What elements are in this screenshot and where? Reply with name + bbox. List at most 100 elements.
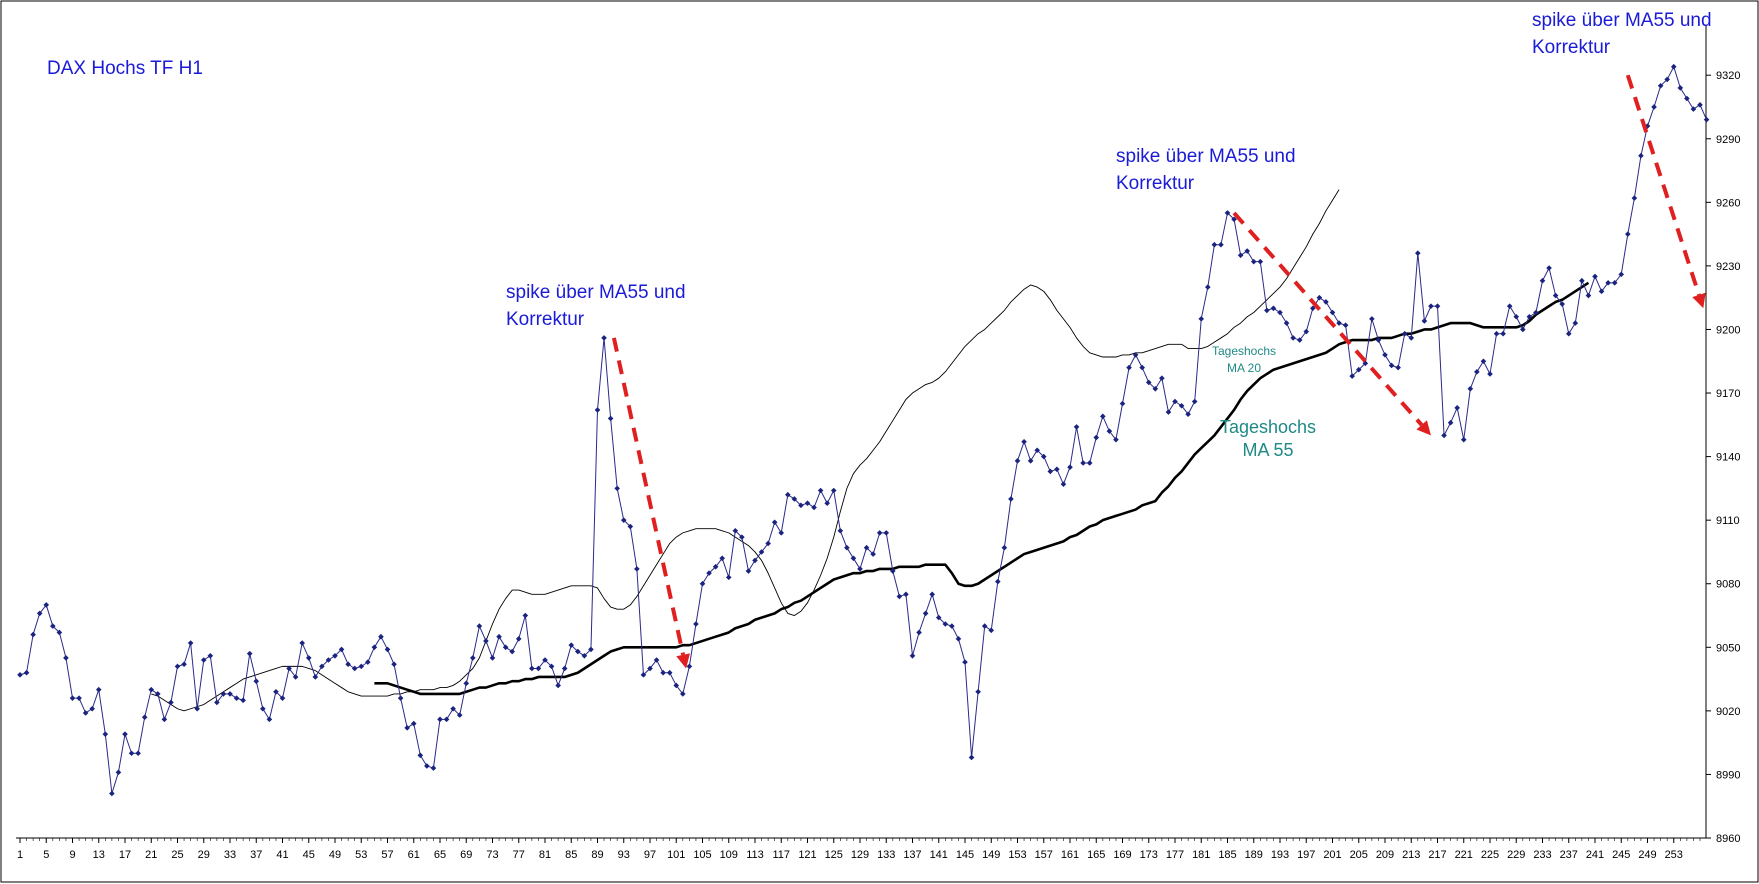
price-point [1329, 309, 1336, 316]
price-point [1185, 411, 1191, 418]
price-point [1677, 85, 1684, 91]
price-point [1631, 195, 1638, 201]
x-tick-label: 245 [1612, 849, 1630, 861]
y-tick-label: 9140 [1716, 452, 1740, 464]
price-point [981, 623, 988, 629]
price-point [863, 544, 870, 551]
x-tick-label: 165 [1087, 849, 1105, 861]
price-point [607, 415, 614, 422]
price-point [378, 633, 384, 640]
price-point [404, 725, 410, 731]
price-point [988, 627, 995, 634]
x-tick-label: 5 [43, 849, 49, 861]
price-point [1178, 402, 1185, 409]
correction-arrow-line [611, 337, 686, 656]
price-point [588, 646, 594, 653]
x-tick-label: 213 [1402, 849, 1420, 861]
price-point [1467, 385, 1474, 392]
price-point [155, 691, 161, 697]
x-tick-label: 137 [903, 849, 921, 861]
price-point [870, 551, 876, 557]
price-point [1237, 252, 1244, 259]
x-tick-label: 1 [17, 849, 23, 861]
price-point [1126, 364, 1132, 371]
price-point [410, 720, 417, 727]
price-point [384, 646, 391, 653]
ma55-label-line1: Tageshochs [1220, 417, 1316, 437]
price-point [601, 335, 607, 341]
price-point [1598, 288, 1605, 295]
price-point [450, 705, 456, 712]
price-point [1349, 373, 1355, 379]
price-point [187, 640, 194, 646]
price-point [279, 695, 286, 701]
price-point [1270, 305, 1277, 312]
x-tick-label: 53 [355, 849, 367, 861]
x-tick-label: 133 [877, 849, 895, 861]
price-point [1546, 265, 1552, 271]
price-point [653, 657, 660, 663]
annotation-3-line1: spike über MA55 und [1532, 10, 1712, 31]
x-tick-label: 221 [1455, 849, 1473, 861]
price-point [502, 644, 509, 651]
x-tick-label: 249 [1638, 849, 1656, 861]
price-point [496, 633, 502, 640]
correction-arrow-head [1416, 420, 1431, 436]
correction-arrow-line [1232, 211, 1424, 427]
price-point [424, 763, 430, 769]
price-point [1513, 313, 1520, 320]
price-point [1611, 280, 1618, 286]
x-tick-label: 201 [1323, 849, 1341, 861]
price-point [174, 663, 181, 670]
price-point [1651, 104, 1657, 110]
x-tick-label: 57 [381, 849, 393, 861]
x-tick-label: 185 [1218, 849, 1236, 861]
price-point [1008, 496, 1014, 502]
price-point [1690, 106, 1697, 112]
price-point [1375, 337, 1382, 343]
price-point [332, 652, 338, 659]
price-point [1618, 271, 1625, 278]
price-point [89, 705, 95, 712]
price-point [1296, 337, 1303, 343]
price-point [1086, 460, 1093, 466]
price-point [417, 752, 424, 759]
price-point [561, 665, 568, 672]
price-point [962, 659, 968, 665]
annotation-2-line2: Korrektur [1116, 173, 1195, 194]
price-point [929, 591, 935, 598]
price-point [1310, 305, 1316, 312]
price-point [798, 502, 804, 509]
price-point [1506, 303, 1513, 309]
price-point [266, 716, 273, 723]
x-tick-label: 217 [1428, 849, 1446, 861]
price-point [397, 695, 404, 701]
price-point [548, 663, 555, 670]
price-point [220, 691, 227, 697]
x-tick-label: 145 [956, 849, 974, 861]
price-point [719, 555, 725, 562]
price-point [568, 642, 575, 648]
price-point [699, 580, 706, 587]
price-series [17, 63, 1710, 797]
y-tick-label: 9230 [1716, 261, 1740, 273]
price-point [765, 540, 771, 547]
price-point [791, 496, 798, 502]
price-point [529, 665, 535, 672]
price-point [141, 714, 148, 721]
price-point [1585, 292, 1592, 299]
price-point [1579, 277, 1585, 284]
x-tick-label: 169 [1113, 849, 1131, 861]
price-point [673, 682, 680, 689]
price-point [1355, 366, 1362, 373]
price-point [1113, 436, 1119, 443]
x-tick-label: 229 [1507, 849, 1525, 861]
ma55-line [374, 281, 1590, 696]
price-point [1388, 362, 1395, 369]
price-point [968, 754, 975, 761]
price-point [1034, 447, 1040, 454]
x-tick-label: 81 [539, 849, 551, 861]
price-point [371, 644, 378, 651]
price-point [1592, 273, 1598, 280]
